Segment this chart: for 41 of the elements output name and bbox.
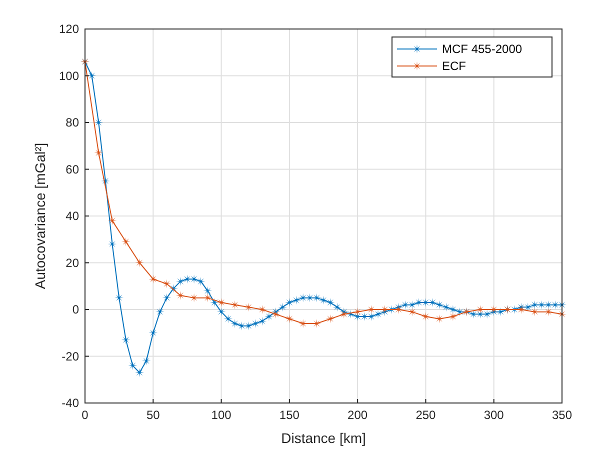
x-tick-label: 100 (211, 408, 232, 422)
point (271, 310, 280, 319)
point (258, 305, 267, 314)
y-tick-label: 120 (58, 22, 80, 36)
x-tick-label: 250 (416, 408, 436, 422)
x-tick-label: 300 (484, 408, 504, 422)
y-tick-label: 20 (66, 256, 80, 270)
x-axis-title: Distance [km] (281, 430, 366, 446)
point (284, 314, 294, 324)
y-tick-label: 40 (66, 209, 80, 223)
x-tick-label: 150 (279, 408, 300, 422)
x-tick-label: 50 (146, 408, 160, 422)
y-tick-label: 80 (66, 116, 80, 130)
point (216, 298, 226, 307)
x-tick-label: 0 (82, 408, 89, 422)
x-tick-label: 350 (552, 408, 572, 422)
legend-label: ECF (442, 59, 466, 73)
x-tick-label: 200 (348, 408, 368, 422)
point (353, 307, 362, 316)
point (230, 300, 240, 310)
y-tick-label: 100 (58, 68, 80, 83)
point (108, 216, 117, 226)
point (326, 314, 335, 324)
y-tick-label: 0 (72, 302, 80, 316)
point (135, 258, 144, 268)
y-tick-label: 60 (66, 162, 80, 176)
point (121, 237, 130, 246)
y-tick-label: -20 (62, 349, 80, 364)
point (434, 314, 444, 324)
point (339, 310, 348, 319)
point (94, 148, 104, 158)
point (421, 312, 430, 322)
legend-label: MCF 455-2000 (442, 42, 522, 56)
point (162, 279, 172, 288)
point (244, 302, 254, 312)
y-tick-label: -40 (62, 396, 80, 410)
point (176, 290, 185, 300)
point (408, 307, 417, 316)
y-axis-title: Autocovariance [mGal²] (32, 142, 48, 290)
point (448, 312, 458, 322)
point (148, 274, 158, 284)
